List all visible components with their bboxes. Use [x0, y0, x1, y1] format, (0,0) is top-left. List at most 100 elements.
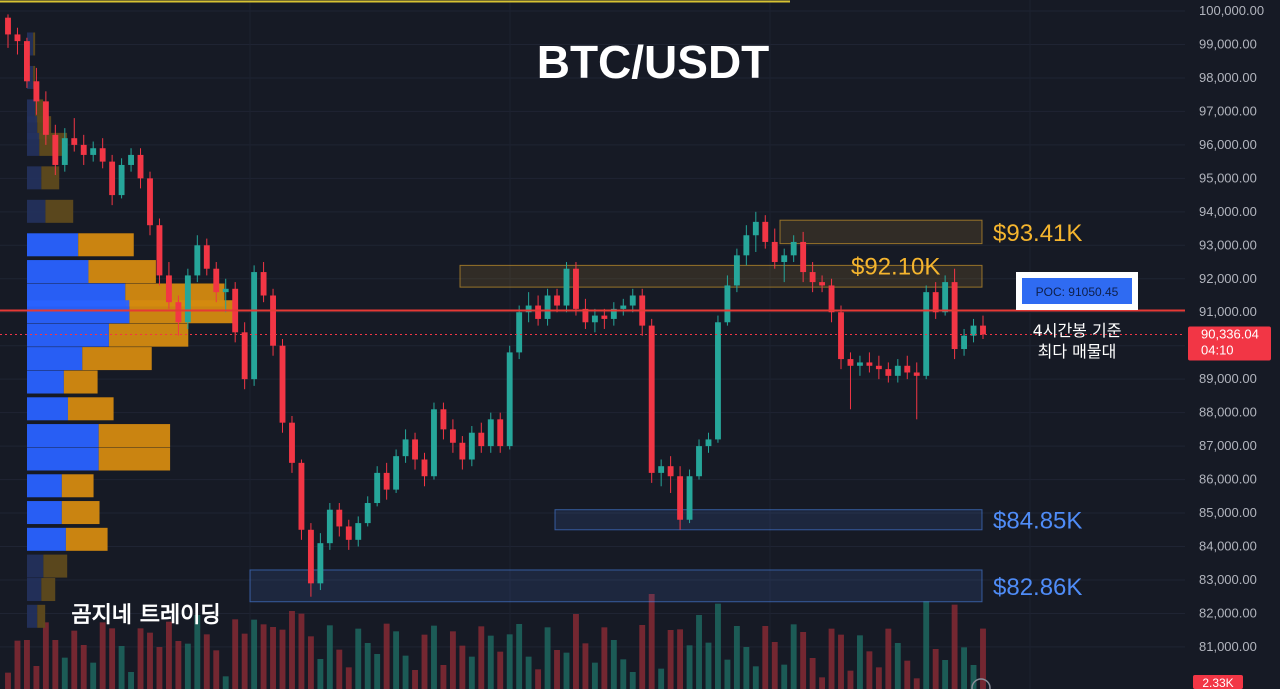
volume-bars — [5, 594, 986, 689]
profile-buy-bar — [27, 323, 109, 347]
candle-body — [109, 161, 116, 196]
candle-body — [544, 295, 551, 319]
volume-bar — [506, 634, 513, 689]
poc-note-line1: 4시간봉 기준 — [1033, 321, 1122, 340]
profile-sell-bar — [61, 474, 94, 498]
candle-body — [175, 302, 182, 323]
candle-body — [705, 439, 712, 447]
candle-body — [374, 472, 381, 504]
volume-bar — [942, 660, 949, 689]
volume-bar — [165, 621, 172, 689]
candle-body — [449, 429, 456, 443]
profile-buy-bar — [27, 300, 130, 324]
volume-bar — [629, 672, 636, 689]
candle-body — [241, 332, 248, 380]
volume-bar — [298, 613, 305, 689]
volume-bar — [80, 645, 87, 689]
volume-bar — [762, 626, 769, 689]
candle-body — [497, 419, 504, 447]
poc-label: POC: 91050.45 — [1036, 285, 1119, 299]
volume-bar — [213, 650, 220, 689]
candle-body — [696, 446, 702, 477]
zone-label: $82.86K — [993, 574, 1082, 601]
volume-bar — [478, 626, 485, 689]
candle-body — [298, 462, 305, 530]
candle-body — [326, 509, 333, 544]
price-tag: 90,336.04 04:10 — [1188, 326, 1271, 361]
zone-label: $84.85K — [993, 508, 1082, 535]
candle-body — [289, 422, 295, 463]
volume-bar — [733, 626, 740, 689]
candle-body — [743, 235, 750, 256]
candle-body — [980, 325, 986, 335]
price-axis[interactable]: 100,000.00 99,000.00 98,000.00 97,000.00 96,… — [1199, 3, 1264, 654]
volume-bar — [194, 615, 201, 689]
volume-bar — [875, 667, 882, 689]
candle-body — [345, 526, 352, 540]
volume-tag: 2.33K — [1193, 675, 1243, 689]
candle-body — [14, 34, 21, 42]
candle-body — [137, 154, 144, 179]
volume-bar — [109, 628, 116, 689]
profile-buy-bar — [27, 99, 36, 123]
volume-bar — [781, 664, 788, 689]
price-zone — [249, 569, 983, 603]
candle-body — [364, 503, 371, 524]
price-tag-price: 90,336.04 — [1201, 326, 1259, 341]
profile-sell-bar — [98, 447, 171, 471]
candle-body — [270, 295, 276, 346]
profile-sell-bar — [88, 260, 156, 284]
profile-buy-bar — [27, 233, 79, 257]
volume-bar — [913, 678, 920, 689]
scroll-icon[interactable] — [971, 678, 991, 689]
volume-bar — [14, 640, 21, 689]
volume-bar — [790, 624, 797, 689]
y-tick-label: 100,000.00 — [1199, 3, 1264, 18]
volume-bar — [289, 611, 295, 689]
profile-sell-bar — [61, 501, 100, 525]
candle-body — [118, 164, 125, 196]
candle-body — [857, 362, 863, 366]
profile-sell-bar — [43, 554, 68, 578]
volume-bar — [251, 619, 258, 689]
poc-note-line2: 최다 매물대 — [1038, 342, 1117, 361]
candle-body — [487, 419, 494, 447]
candle-body — [222, 288, 229, 293]
profile-buy-bar — [27, 447, 99, 471]
candle-body — [23, 41, 30, 82]
candle-body — [355, 523, 362, 540]
zone-label: $93.41K — [993, 220, 1082, 247]
candle-body — [601, 315, 608, 319]
y-tick-label: 95,000.00 — [1199, 170, 1257, 185]
profile-sell-bar — [63, 370, 98, 394]
volume-bar — [610, 640, 617, 689]
y-tick-label: 83,000.00 — [1199, 572, 1257, 587]
volume-bar — [52, 640, 59, 689]
volume-bar — [383, 623, 390, 689]
volume-bar — [980, 628, 986, 689]
volume-bar — [923, 601, 930, 689]
candle-body — [819, 282, 826, 286]
volume-bar — [601, 627, 608, 689]
candle-body — [620, 305, 627, 309]
volume-bar — [402, 655, 409, 689]
volume-bar — [620, 659, 627, 689]
candle-body — [194, 245, 201, 276]
profile-buy-bar — [27, 554, 44, 578]
volume-bar — [686, 645, 693, 689]
candle-body — [279, 345, 286, 423]
volume-bar — [819, 677, 826, 689]
y-tick-label: 81,000.00 — [1199, 639, 1257, 654]
volume-bar — [894, 643, 901, 689]
candle-body — [563, 268, 570, 306]
volume-bar — [639, 625, 646, 689]
y-tick-label: 82,000.00 — [1199, 605, 1257, 620]
volume-bar — [497, 651, 504, 689]
candle-body — [913, 372, 920, 376]
volume-bar — [336, 649, 343, 689]
volume-bar — [459, 645, 466, 689]
volume-bar — [184, 643, 191, 689]
watermark-text: 곰지네 트레이딩 — [71, 603, 220, 628]
profile-sell-bar — [108, 323, 189, 347]
candle-body — [156, 225, 163, 276]
